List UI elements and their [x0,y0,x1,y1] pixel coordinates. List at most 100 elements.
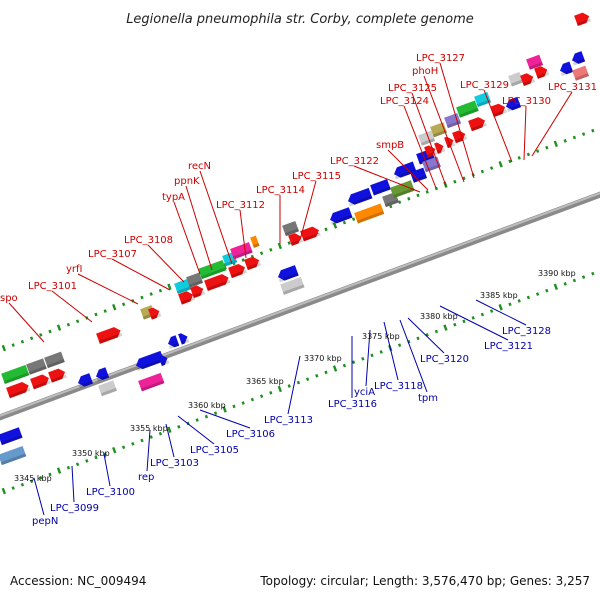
forward-gene-label: LPC_3115 [292,171,341,182]
label-leader [77,273,139,305]
gene-feature [6,382,31,399]
gene-feature [278,265,299,283]
label-leader [365,329,371,387]
tick-mark [443,324,448,331]
tick-mark [195,418,199,422]
label-leader [439,305,509,341]
genome-title: Legionella pneumophila str. Corby, compl… [126,12,474,27]
label-leader [523,105,527,161]
tick-mark [140,438,144,443]
tick-mark [351,217,356,221]
tick-mark [591,128,595,133]
tick-mark [85,459,89,463]
tick-mark [121,302,126,307]
scale-label: 3370 kbp [304,354,342,363]
gene-feature [468,117,487,132]
tick-mark [462,319,466,324]
tick-mark [158,431,163,436]
tick-mark [149,435,153,439]
label-leader [403,105,437,189]
forward-gene-label: phoH [412,66,438,77]
gene-feature [178,333,190,345]
tick-mark [29,479,34,484]
tick-mark [11,486,15,490]
gene-feature [30,374,51,390]
gene-feature [418,130,436,146]
tick-mark [213,411,218,416]
tick-mark [397,343,402,347]
label-leader [399,319,428,393]
scale-label: 3365 kbp [246,377,284,386]
forward-gene-label: LPC_3129 [460,80,509,91]
gene-feature [300,226,321,242]
gene-feature [0,445,27,466]
tick-mark [526,152,531,157]
gene-feature [288,233,304,246]
gene-feature [370,179,391,196]
reverse-gene-label: LPC_3099 [50,503,99,514]
tick-mark [277,385,282,393]
gene-labels: spo LPC_3101 yrfI LPC_3107 LPC_3108 typA ppnK r… [0,53,597,527]
tick-mark [66,322,71,327]
gene-feature [48,368,67,383]
tick-mark [535,292,540,296]
reverse-gene-label: LPC_3121 [484,341,533,352]
gene-feature [474,91,492,108]
tick-mark [259,394,264,399]
gene-feature [230,242,253,260]
gene-feature [456,100,479,118]
forward-gene-label: yrfI [66,264,83,275]
tick-mark [103,309,107,313]
tick-mark [39,476,43,480]
tick-mark [342,363,347,368]
forward-gene-label: ppnK [174,176,200,187]
backbone [0,192,600,417]
tick-mark [277,242,282,250]
tick-mark [75,462,80,467]
scale-label: 3355 kbp [130,424,168,433]
tick-mark [572,278,577,283]
label-leader [165,423,175,458]
tick-mark [332,365,338,372]
gene-feature [1,364,30,385]
label-leader [199,170,233,265]
gene-feature [136,350,165,371]
tick-mark [361,356,365,361]
tick-mark [167,426,172,434]
tick-rows [1,128,595,495]
forward-gene-label: recN [188,161,211,172]
tick-mark [370,353,374,358]
forward-gene-label: LPC_3127 [416,53,465,64]
tick-mark [131,442,135,446]
reverse-gene-label: LPC_3113 [264,415,313,426]
gene-feature [148,307,162,320]
label-leader [383,321,399,381]
label-leader [423,75,465,183]
tick-mark [1,487,6,495]
gene-feature [168,335,180,350]
topology-text: Topology: circular; Length: 3,576,470 bp… [260,574,590,588]
tick-mark [480,169,485,174]
tick-mark [75,319,80,324]
label-leader [103,453,111,487]
gene-feature [526,54,544,70]
forward-gene-label: LPC_3108 [124,235,173,246]
tick-mark [480,312,485,317]
label-leader [71,465,75,503]
gene-feature [282,220,300,237]
tick-mark [20,482,25,487]
label-leaders [8,62,573,516]
tick-mark [572,135,577,140]
tick-mark [489,309,494,313]
reverse-gene-label: rep [138,472,154,483]
tick-mark [407,196,411,201]
gene-feature [190,285,206,299]
tick-mark [39,333,43,337]
reverse-gene-label: LPC_3128 [502,326,551,337]
tick-mark [545,145,549,150]
scale-label: 3375 kbp [362,332,400,341]
tick-mark [269,390,273,395]
label-leader [33,477,45,516]
reverse-gene-label: tpm [418,393,438,404]
tick-mark [453,179,457,184]
